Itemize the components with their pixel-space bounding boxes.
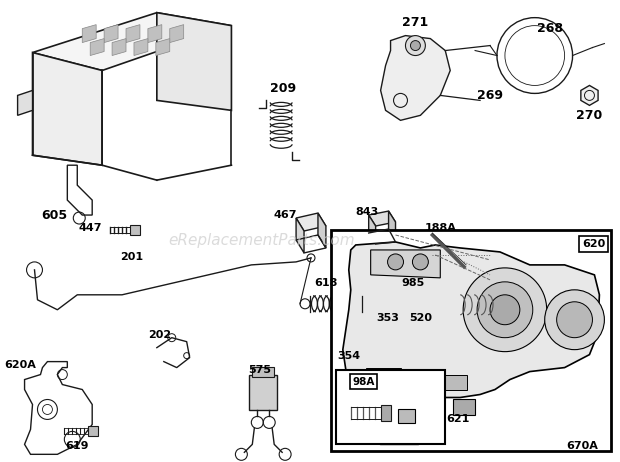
Text: 354: 354 xyxy=(337,351,360,361)
Text: 520: 520 xyxy=(409,313,432,323)
Bar xyxy=(336,370,445,444)
Polygon shape xyxy=(90,39,104,55)
Text: 620: 620 xyxy=(582,239,605,249)
Text: 620A: 620A xyxy=(4,359,37,370)
Circle shape xyxy=(463,268,547,352)
Polygon shape xyxy=(343,242,600,444)
Circle shape xyxy=(423,410,437,425)
Circle shape xyxy=(384,327,394,337)
Circle shape xyxy=(378,321,399,343)
Circle shape xyxy=(366,355,371,361)
Text: 447: 447 xyxy=(79,223,102,233)
Polygon shape xyxy=(126,24,140,43)
Circle shape xyxy=(361,351,376,365)
Polygon shape xyxy=(381,36,450,120)
Text: 618: 618 xyxy=(314,278,338,288)
Text: 353: 353 xyxy=(376,313,399,323)
Polygon shape xyxy=(104,24,118,43)
Text: 619: 619 xyxy=(66,441,89,451)
Text: 670A: 670A xyxy=(567,441,598,451)
Text: 269: 269 xyxy=(477,89,503,102)
Polygon shape xyxy=(148,24,162,43)
Text: 621: 621 xyxy=(446,414,470,425)
Polygon shape xyxy=(296,218,304,253)
Polygon shape xyxy=(296,213,326,231)
Text: 575: 575 xyxy=(248,365,271,375)
Bar xyxy=(453,400,475,415)
Circle shape xyxy=(557,302,593,338)
Polygon shape xyxy=(581,85,598,105)
Text: eReplacementParts.com: eReplacementParts.com xyxy=(169,233,355,248)
Polygon shape xyxy=(318,213,326,248)
Circle shape xyxy=(545,290,604,350)
Text: 188A: 188A xyxy=(424,223,456,233)
Polygon shape xyxy=(32,53,102,165)
Text: 605: 605 xyxy=(42,208,68,222)
Bar xyxy=(130,225,140,235)
Text: 985: 985 xyxy=(402,278,425,288)
Circle shape xyxy=(410,41,420,50)
Bar xyxy=(445,375,467,389)
Circle shape xyxy=(388,254,404,270)
Polygon shape xyxy=(389,211,396,242)
Polygon shape xyxy=(112,39,126,55)
Circle shape xyxy=(405,36,425,55)
Text: 202: 202 xyxy=(148,330,171,340)
Polygon shape xyxy=(82,24,96,43)
Text: 98A: 98A xyxy=(353,377,375,387)
Polygon shape xyxy=(371,250,440,278)
Circle shape xyxy=(490,295,520,325)
Text: 843: 843 xyxy=(355,207,378,217)
Bar xyxy=(252,366,274,377)
Text: 270: 270 xyxy=(577,109,603,122)
Polygon shape xyxy=(369,215,376,244)
Bar xyxy=(366,368,401,388)
Circle shape xyxy=(477,282,533,338)
Polygon shape xyxy=(156,39,170,55)
Bar xyxy=(331,230,611,451)
Text: 268: 268 xyxy=(537,22,563,35)
Circle shape xyxy=(366,390,374,399)
Text: 201: 201 xyxy=(120,252,144,262)
Text: 209: 209 xyxy=(270,82,296,95)
Polygon shape xyxy=(369,211,396,226)
Bar xyxy=(401,304,414,312)
Bar xyxy=(381,406,391,421)
Bar xyxy=(88,426,98,437)
Polygon shape xyxy=(17,91,32,116)
Polygon shape xyxy=(459,261,469,273)
Bar xyxy=(397,409,415,423)
Polygon shape xyxy=(32,12,231,71)
Circle shape xyxy=(355,344,383,371)
Polygon shape xyxy=(157,12,231,110)
Circle shape xyxy=(412,254,428,270)
Polygon shape xyxy=(170,24,184,43)
Text: 467: 467 xyxy=(273,210,297,220)
Bar xyxy=(249,375,277,410)
Circle shape xyxy=(363,387,379,402)
Bar xyxy=(399,290,419,304)
Text: 271: 271 xyxy=(402,16,428,29)
Polygon shape xyxy=(134,39,148,55)
Polygon shape xyxy=(402,320,430,342)
